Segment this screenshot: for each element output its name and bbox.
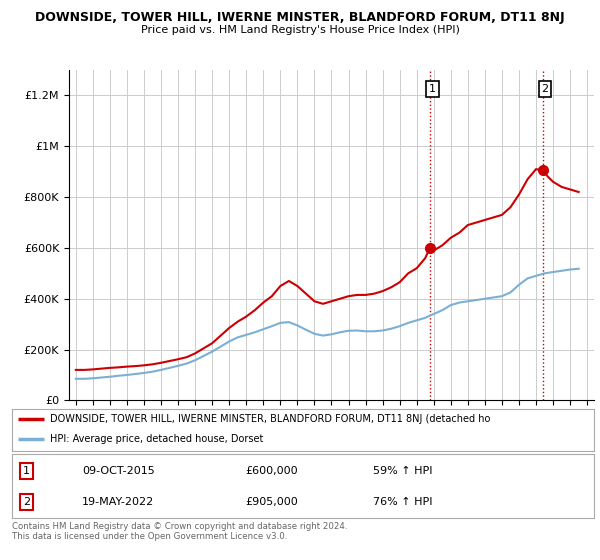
Text: 2: 2 — [542, 84, 548, 94]
Text: £905,000: £905,000 — [245, 497, 298, 507]
Text: Price paid vs. HM Land Registry's House Price Index (HPI): Price paid vs. HM Land Registry's House … — [140, 25, 460, 35]
Text: 1: 1 — [23, 466, 30, 476]
Text: HPI: Average price, detached house, Dorset: HPI: Average price, detached house, Dors… — [50, 434, 263, 444]
Text: 2: 2 — [23, 497, 30, 507]
Text: 76% ↑ HPI: 76% ↑ HPI — [373, 497, 433, 507]
Text: Contains HM Land Registry data © Crown copyright and database right 2024.
This d: Contains HM Land Registry data © Crown c… — [12, 522, 347, 542]
Text: DOWNSIDE, TOWER HILL, IWERNE MINSTER, BLANDFORD FORUM, DT11 8NJ: DOWNSIDE, TOWER HILL, IWERNE MINSTER, BL… — [35, 11, 565, 24]
Text: 1: 1 — [429, 84, 436, 94]
Text: 19-MAY-2022: 19-MAY-2022 — [82, 497, 154, 507]
Text: DOWNSIDE, TOWER HILL, IWERNE MINSTER, BLANDFORD FORUM, DT11 8NJ (detached ho: DOWNSIDE, TOWER HILL, IWERNE MINSTER, BL… — [50, 414, 490, 424]
Text: 09-OCT-2015: 09-OCT-2015 — [82, 466, 155, 476]
Text: £600,000: £600,000 — [245, 466, 298, 476]
Text: 59% ↑ HPI: 59% ↑ HPI — [373, 466, 433, 476]
